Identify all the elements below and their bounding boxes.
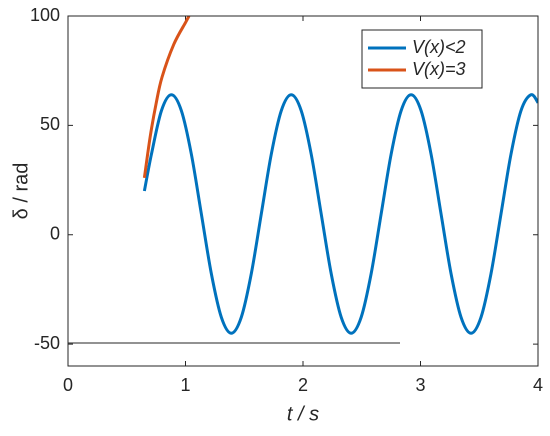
x-tick-label: 3 [415, 375, 425, 395]
x-tick-label: 1 [180, 375, 190, 395]
series-line [142, 16, 191, 179]
legend-box [361, 29, 483, 89]
legend-label: V(x)=3 [412, 59, 466, 79]
y-tick-label: 100 [30, 5, 60, 25]
y-axis-label: δ / rad [10, 163, 32, 220]
plot-area [142, 16, 538, 335]
axes-box [67, 15, 539, 367]
x-tick-label: 4 [533, 375, 543, 395]
legend-label: V(x)<2 [412, 37, 466, 57]
x-tick-label: 2 [298, 375, 308, 395]
y-tick-label: 50 [40, 114, 60, 134]
x-axis-label: t / s [287, 403, 319, 425]
y-tick-label: 0 [50, 224, 60, 244]
series-line [142, 93, 538, 335]
y-tick-label: -50 [34, 333, 60, 353]
x-tick-label: 0 [63, 375, 73, 395]
